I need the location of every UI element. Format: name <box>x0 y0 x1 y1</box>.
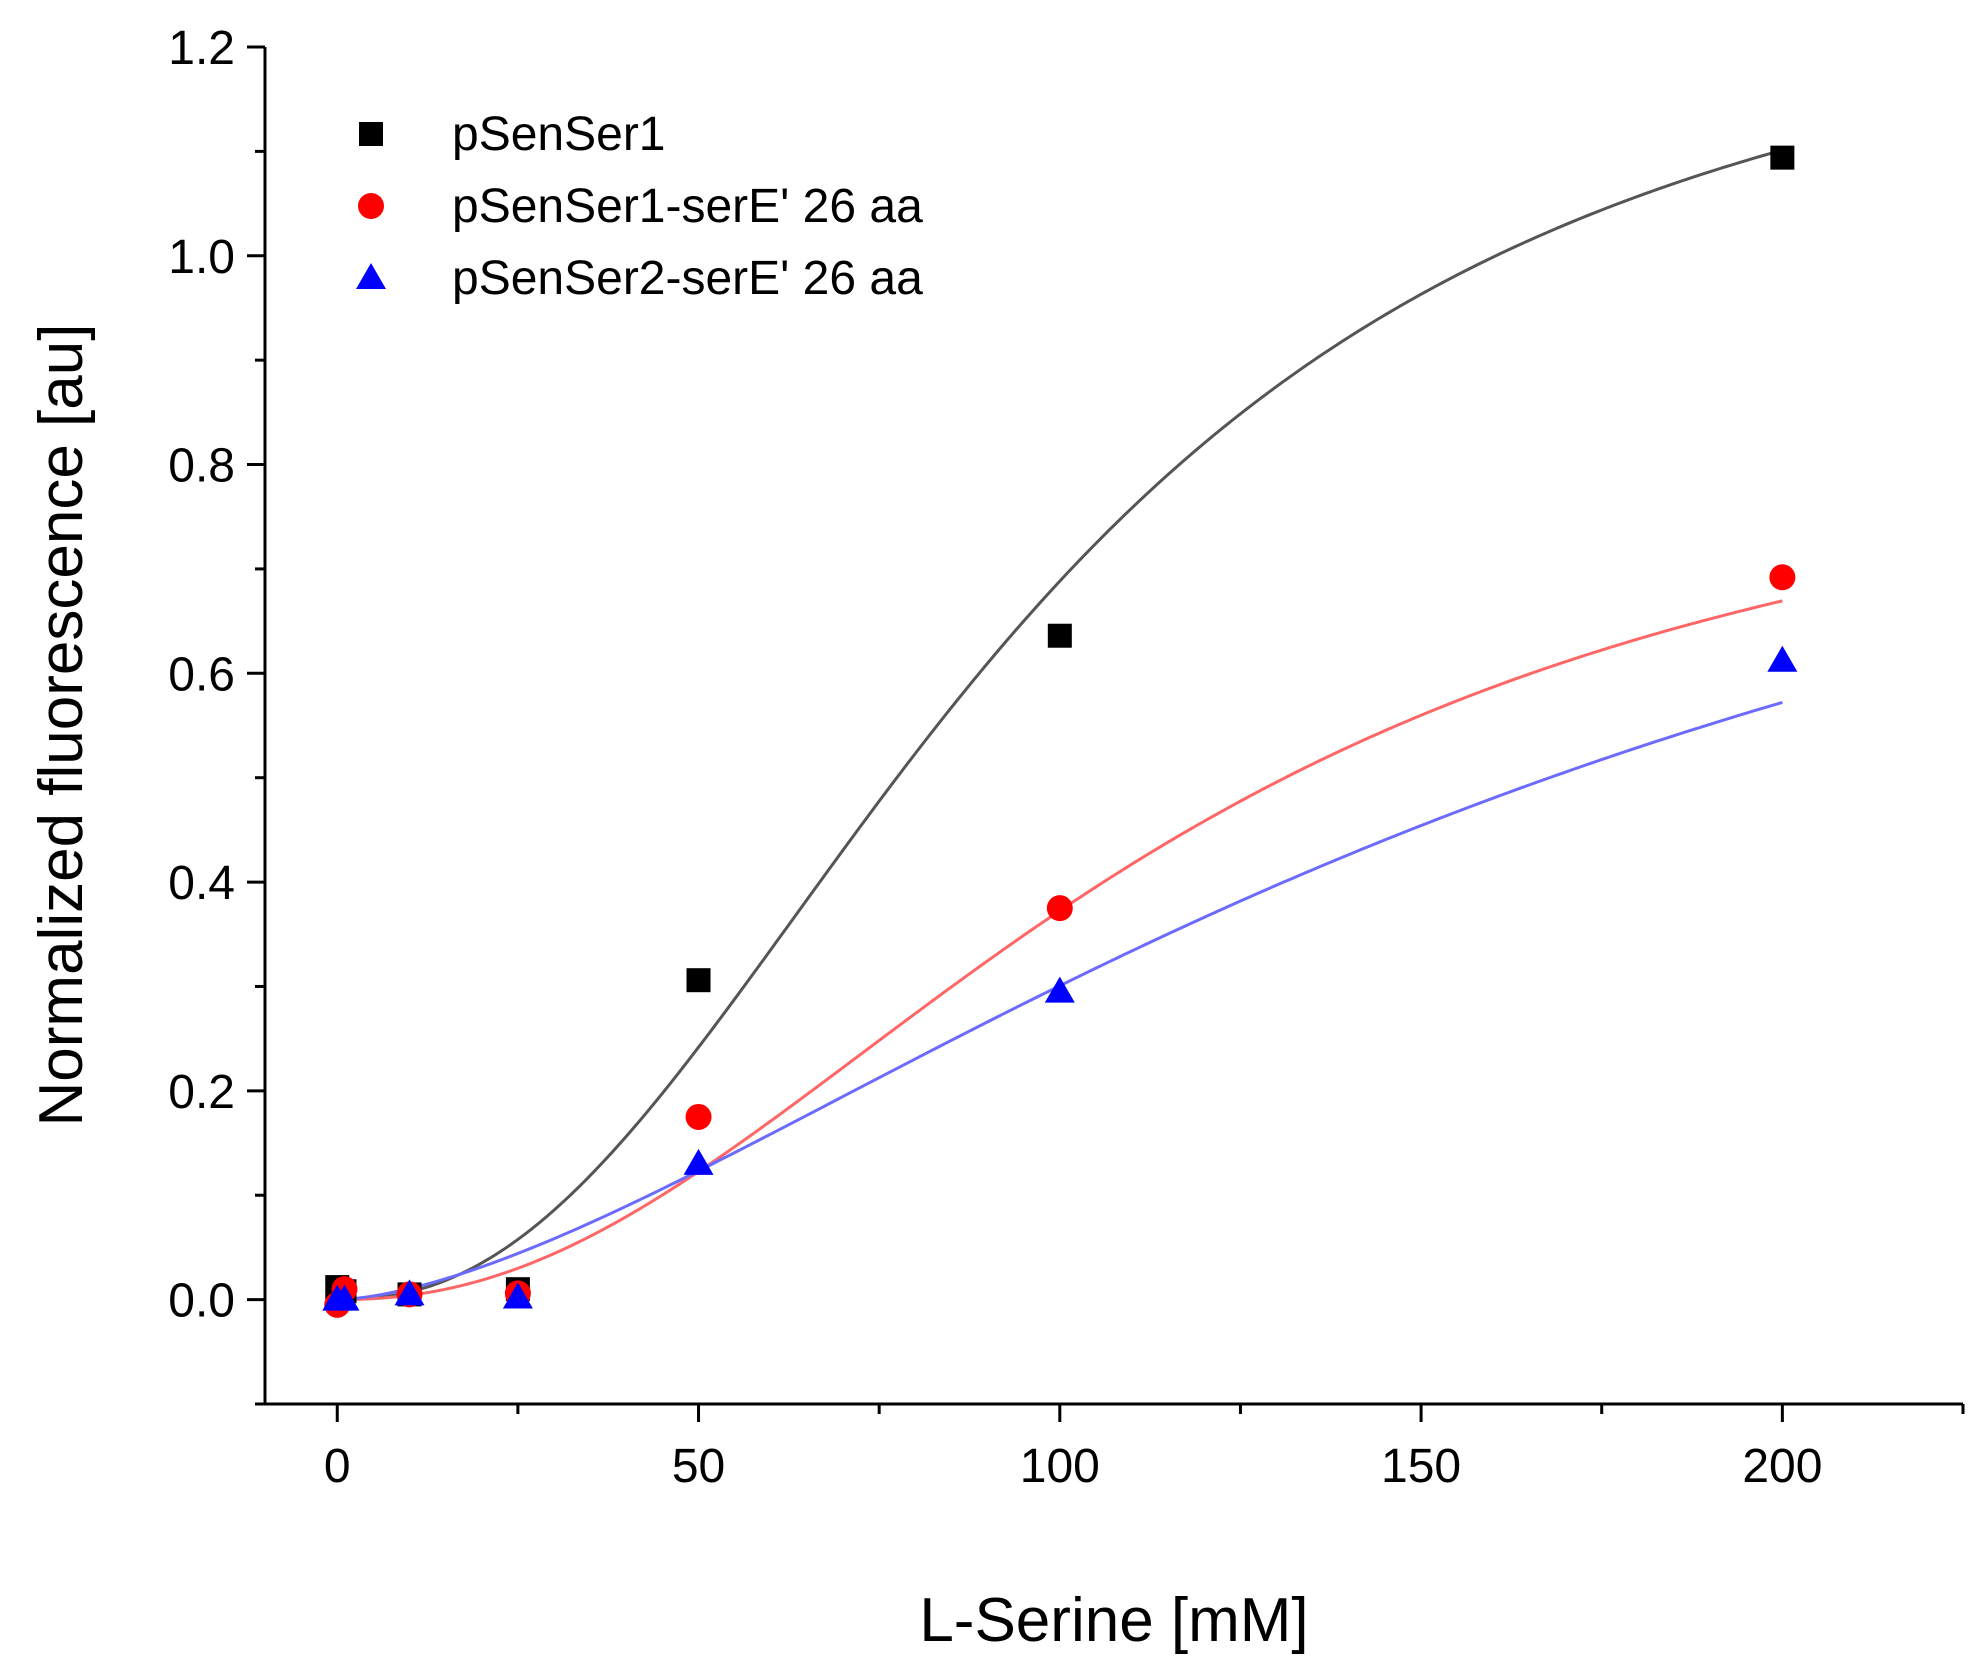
y-tick-label: 0.0 <box>168 1275 235 1328</box>
data-point-psenser2-sere-26-aa <box>1767 645 1798 672</box>
y-axis-title: Normalized fluorescence [au] <box>27 324 96 1127</box>
data-point-psenser2-sere-26-aa <box>394 1279 425 1306</box>
x-tick-label: 50 <box>672 1440 725 1493</box>
data-point-psenser1 <box>1770 145 1795 170</box>
x-tick-label: 200 <box>1742 1440 1822 1493</box>
legend-marker-psenser1 <box>359 122 383 146</box>
data-points <box>322 145 1798 1318</box>
axes <box>263 47 1963 1406</box>
ticks: 0 50 100 150 200 0.0 0.2 0.4 0.6 0.8 1.0 1.2 <box>168 22 1965 1493</box>
data-point-psenser1 <box>686 968 711 993</box>
x-tick-label: 100 <box>1020 1440 1100 1493</box>
data-point-psenser1-sere-26-aa <box>1769 564 1796 591</box>
y-tick-label: 0.8 <box>168 440 235 493</box>
legend-label-psenser1: pSenSer1 <box>452 108 666 161</box>
legend-marker-shape <box>359 122 383 146</box>
fit-curve-psenser1 <box>337 148 1783 1302</box>
series-psenser2-sere-26-aa <box>322 645 1798 1311</box>
legend-label-psenser2-sere-26aa: pSenSer2-serE' 26 aa <box>452 252 923 305</box>
legend: pSenSer1 pSenSer1-serE' 26 aa pSenSer2-s… <box>356 108 923 305</box>
data-point-psenser2-sere-26-aa <box>683 1148 714 1175</box>
legend-marker-shape <box>358 193 384 219</box>
fit-curves <box>337 148 1783 1302</box>
data-point-psenser2-sere-26-aa <box>329 1284 360 1311</box>
legend-label-psenser1-sere-26aa: pSenSer1-serE' 26 aa <box>452 180 923 233</box>
x-axis-title: L-Serine [mM] <box>919 1586 1308 1655</box>
data-point-psenser1-sere-26-aa <box>685 1103 712 1130</box>
y-tick-label: 0.2 <box>168 1066 235 1119</box>
y-tick-label: 1.2 <box>168 22 235 75</box>
legend-marker-psenser1-sere-26aa <box>358 193 384 219</box>
data-point-psenser1-sere-26-aa <box>1046 895 1073 922</box>
y-tick-label: 0.4 <box>168 857 235 910</box>
data-point-psenser1 <box>1047 623 1072 648</box>
x-tick-label: 150 <box>1381 1440 1461 1493</box>
legend-marker-shape <box>356 263 386 289</box>
y-tick-label: 1.0 <box>168 231 235 284</box>
legend-marker-psenser2-sere-26aa <box>356 263 386 289</box>
series-psenser1 <box>325 145 1795 1307</box>
fit-curve-psenser1-sere-26-aa <box>337 599 1783 1302</box>
x-tick-label: 0 <box>324 1440 351 1493</box>
series-psenser1-sere-26-aa <box>324 564 1796 1318</box>
y-tick-label: 0.6 <box>168 648 235 701</box>
data-point-psenser2-sere-26-aa <box>1044 976 1075 1003</box>
data-point-psenser2-sere-26-aa <box>502 1282 533 1309</box>
